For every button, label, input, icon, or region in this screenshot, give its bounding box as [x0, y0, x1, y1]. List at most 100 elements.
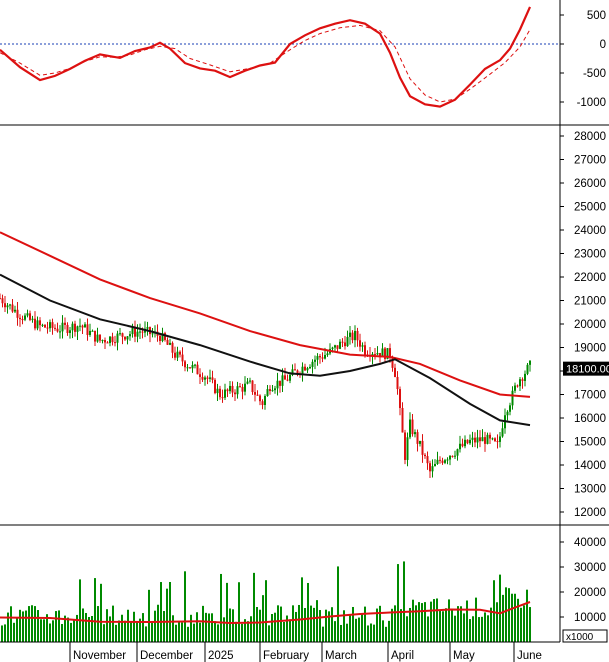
- volume-bar: [241, 623, 243, 642]
- candle-body: [239, 386, 241, 388]
- volume-bar: [88, 616, 90, 642]
- volume-bar: [109, 616, 111, 642]
- volume-bar: [352, 606, 354, 642]
- volume-bar: [220, 573, 222, 642]
- candle-body: [336, 345, 339, 349]
- volume-bar: [163, 611, 165, 642]
- price-tick-label: 12000: [574, 507, 606, 519]
- candle-body: [0, 298, 1, 300]
- candle-body: [431, 466, 434, 472]
- candle-body: [256, 394, 259, 396]
- candle-body: [291, 369, 294, 375]
- volume-bar: [502, 594, 504, 642]
- candle-body: [474, 437, 476, 443]
- last-price-label: 18100.00: [566, 364, 609, 376]
- volume-tick-label: 20000: [574, 587, 606, 599]
- macd-tick-label: -500: [583, 68, 606, 80]
- volume-bar: [103, 624, 105, 642]
- volume-bar: [349, 614, 351, 642]
- volume-bar: [322, 626, 324, 642]
- volume-bar: [319, 610, 321, 642]
- candle-body: [196, 364, 199, 375]
- volume-bar: [130, 621, 132, 642]
- candle-body: [136, 331, 139, 337]
- volume-bar: [268, 625, 270, 642]
- volume-bar: [517, 598, 519, 642]
- candle-body: [176, 351, 179, 358]
- candle-body: [116, 333, 119, 343]
- candle-body: [104, 340, 106, 343]
- volume-bar: [454, 615, 456, 642]
- candle-body: [24, 315, 26, 320]
- candle-body: [199, 374, 201, 377]
- volume-bar: [97, 606, 99, 642]
- candle-body: [39, 320, 41, 326]
- candle-body: [469, 439, 471, 444]
- candle-body: [379, 353, 381, 357]
- candle-body: [121, 333, 124, 337]
- volume-bar: [421, 603, 423, 642]
- volume-bar: [127, 609, 129, 642]
- volume-bar: [442, 611, 444, 642]
- candle-body: [434, 463, 436, 467]
- volume-bar: [118, 620, 120, 642]
- price-tick-label: 25000: [574, 202, 606, 214]
- volume-bar: [448, 599, 450, 642]
- volume-bar: [148, 589, 150, 642]
- candle-body: [31, 318, 34, 320]
- volume-bar: [436, 598, 438, 642]
- volume-bar: [508, 588, 510, 642]
- candle-body: [459, 443, 461, 450]
- volume-bar: [187, 626, 189, 642]
- candle-body: [134, 328, 136, 337]
- candle-body: [279, 380, 281, 386]
- volume-bar: [460, 606, 462, 642]
- candle-body: [451, 455, 454, 457]
- volume-bar: [289, 619, 291, 642]
- candle-body: [471, 437, 474, 440]
- candle-body: [166, 339, 169, 345]
- candle-body: [41, 324, 44, 326]
- volume-panel: 40000 30000 20000 10000 x1000: [0, 537, 608, 643]
- price-ma-line: [0, 273, 531, 427]
- candle-body: [484, 437, 486, 444]
- candle-body: [506, 411, 509, 416]
- candle-body: [221, 397, 224, 399]
- candle-body: [349, 332, 351, 337]
- volume-bar: [133, 611, 135, 642]
- volume-bar: [217, 624, 219, 642]
- candle-body: [146, 327, 149, 329]
- candle-body: [179, 351, 181, 355]
- volume-bar: [292, 605, 294, 642]
- volume-bar: [94, 578, 96, 642]
- volume-bar: [181, 622, 183, 642]
- volume-bar: [49, 623, 51, 642]
- candle-body: [219, 388, 221, 398]
- volume-bar: [406, 616, 408, 642]
- candle-body: [44, 324, 46, 328]
- volume-bar: [283, 622, 285, 642]
- candle-body: [289, 374, 291, 381]
- candle-body: [161, 333, 164, 342]
- x-tick-label: 2025: [208, 650, 234, 662]
- candle-body: [14, 309, 16, 312]
- volume-bar: [136, 621, 138, 642]
- price-tick-label: 15000: [574, 437, 606, 449]
- candle-body: [86, 324, 89, 335]
- volume-bar: [166, 588, 168, 642]
- candle-body: [56, 328, 59, 332]
- volume-bar: [235, 621, 237, 642]
- volume-bar: [55, 611, 57, 642]
- volume-bar: [145, 626, 147, 642]
- volume-bar: [70, 622, 72, 642]
- volume-bar: [64, 615, 66, 642]
- volume-bar: [238, 582, 240, 642]
- candle-body: [66, 324, 69, 333]
- price-tick-label: 26000: [574, 178, 606, 190]
- candle-body: [529, 360, 531, 365]
- candle-body: [21, 319, 24, 321]
- volume-bar: [232, 609, 234, 642]
- volume-bar: [247, 621, 249, 642]
- candle-body: [266, 389, 269, 397]
- volume-bar: [259, 609, 261, 642]
